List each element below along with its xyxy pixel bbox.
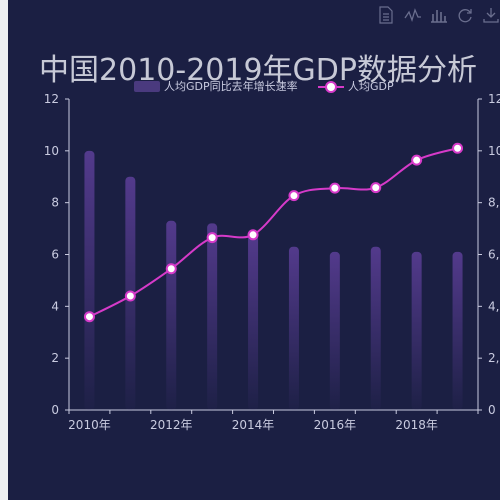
bar-chart-icon[interactable] <box>430 6 448 24</box>
x-tick-label: 2018年 <box>395 418 438 432</box>
y-left-tick-label: 0 <box>51 403 59 417</box>
line-point[interactable] <box>329 182 341 194</box>
bar[interactable] <box>452 251 463 410</box>
bar[interactable] <box>288 246 299 410</box>
line-point[interactable] <box>165 263 177 275</box>
line-point[interactable] <box>370 182 382 194</box>
line-point[interactable] <box>124 290 136 302</box>
axes: 0 2 4 6 8 10 12 0 2,0 4,0 6,0 8,0 10,0 12 2010年 2012年 20… <box>44 92 500 432</box>
y-left-tick-label: 8 <box>51 196 59 210</box>
bar[interactable] <box>329 251 340 410</box>
y-left-tick-label: 2 <box>51 351 59 365</box>
x-tick-label: 2016年 <box>314 418 357 432</box>
bar[interactable] <box>166 220 177 410</box>
y-left-tick-label: 10 <box>44 144 59 158</box>
y-left-tick-label: 12 <box>44 92 59 106</box>
bar-series <box>84 150 463 411</box>
y-right-tick-label: 2,0 <box>488 351 500 365</box>
restore-icon[interactable] <box>456 6 474 24</box>
legend-line-marker[interactable] <box>325 81 337 93</box>
x-tick-label: 2012年 <box>150 418 193 432</box>
bar[interactable] <box>411 251 422 410</box>
data-view-icon[interactable] <box>378 6 394 24</box>
download-icon[interactable] <box>482 6 500 24</box>
bar[interactable] <box>248 233 259 410</box>
x-tick-label: 2014年 <box>232 418 275 432</box>
y-left-tick-label: 6 <box>51 248 59 262</box>
y-right-tick-label: 0 <box>488 403 496 417</box>
y-right-tick-label: 12 <box>488 92 500 106</box>
toolbox <box>8 0 500 30</box>
y-right-tick-label: 4,0 <box>488 299 500 313</box>
y-right-tick-label: 10,0 <box>488 144 500 158</box>
line-point[interactable] <box>452 142 464 154</box>
chart-svg: 中国2010-2019年GDP数据分析 人均GDP同比去年增长速率 人均GDP … <box>39 53 500 432</box>
line-point[interactable] <box>206 232 218 244</box>
y-right-tick-label: 6,0 <box>488 248 500 262</box>
line-series <box>83 142 464 323</box>
bar[interactable] <box>207 223 218 410</box>
line-path <box>88 147 458 318</box>
y-right-tick-label: 8,0 <box>488 196 500 210</box>
bar[interactable] <box>370 246 381 410</box>
y-left-tick-label: 4 <box>51 299 59 313</box>
legend-line-label[interactable]: 人均GDP <box>348 80 394 93</box>
x-tick-label: 2010年 <box>68 418 111 432</box>
bar[interactable] <box>84 150 95 411</box>
line-point[interactable] <box>411 154 423 166</box>
legend-bar-swatch[interactable] <box>134 81 160 92</box>
line-point[interactable] <box>247 229 259 241</box>
legend[interactable]: 人均GDP同比去年增长速率 人均GDP <box>134 79 394 93</box>
line-chart-icon[interactable] <box>404 6 422 24</box>
legend-bar-label[interactable]: 人均GDP同比去年增长速率 <box>164 79 298 93</box>
chart-panel: 中国2010-2019年GDP数据分析 人均GDP同比去年增长速率 人均GDP … <box>8 0 500 500</box>
line-point[interactable] <box>288 190 300 202</box>
line-point[interactable] <box>83 311 95 323</box>
chart-title: 中国2010-2019年GDP数据分析 <box>39 53 477 88</box>
